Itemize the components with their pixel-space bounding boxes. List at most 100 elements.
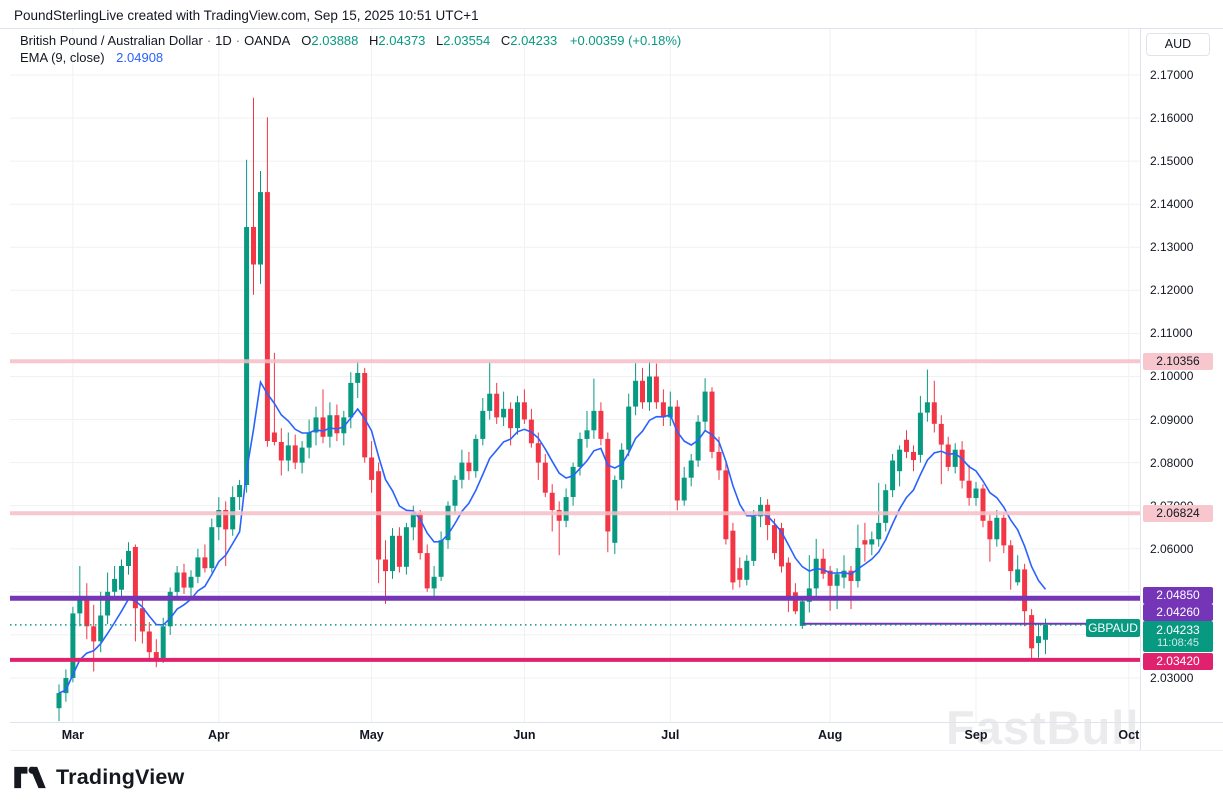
month-label-mar: Mar: [61, 728, 85, 742]
candle-body: [626, 406, 632, 450]
candle-body: [813, 558, 819, 589]
tradingview-logo-icon: [14, 766, 46, 789]
candle-body: [584, 430, 590, 439]
candle-body: [466, 462, 472, 472]
candle-body: [785, 562, 791, 597]
candle-body: [959, 449, 965, 481]
candle-body: [251, 227, 256, 265]
level-2-04850: 2.04850: [1143, 587, 1213, 604]
candle-body: [63, 678, 69, 694]
ema-value: 2.04908: [116, 50, 164, 65]
candle-body: [362, 373, 368, 458]
candle-body: [980, 488, 986, 521]
candle-body: [299, 447, 305, 463]
candle-body: [605, 438, 611, 532]
candle-body: [897, 449, 903, 472]
candle-body: [98, 615, 104, 642]
candle-body: [779, 528, 784, 567]
marker-price: 2.04850: [1156, 588, 1200, 602]
interval-label[interactable]: 1D: [215, 33, 232, 48]
candle-body: [855, 547, 861, 582]
chart-pane[interactable]: FastBull British Pound / Australian Doll…: [10, 28, 1141, 754]
tradingview-logo[interactable]: TradingView: [13, 764, 184, 791]
level-2-03420: 2.03420: [1143, 653, 1213, 670]
candle-body: [674, 406, 680, 501]
candle-body: [730, 530, 736, 583]
currency-button[interactable]: AUD: [1146, 33, 1210, 56]
candle-body: [264, 192, 270, 441]
price-tick-label: 2.08000: [1150, 455, 1194, 470]
candle-body: [132, 547, 138, 609]
candle-body: [549, 492, 555, 510]
candle-body: [188, 576, 194, 588]
candle-body: [744, 560, 750, 580]
time-axis[interactable]: Mar Apr May Jun Jul Aug Sep Oct: [10, 722, 1141, 750]
candle-body: [77, 600, 83, 614]
candle-body: [862, 540, 868, 545]
candle-body: [126, 550, 131, 566]
high-label: H: [369, 33, 379, 48]
candle-body: [688, 460, 694, 478]
candle-body: [758, 504, 764, 517]
price-tick-label: 2.06000: [1150, 541, 1194, 556]
legend-symbol-row[interactable]: British Pound / Australian Dollar · 1D · OAN…: [20, 32, 681, 49]
candle-body: [403, 527, 409, 567]
candle-body: [869, 539, 875, 545]
candle-body: [890, 460, 896, 491]
candle-body: [660, 402, 666, 418]
candle-body: [508, 408, 514, 429]
ema-label: EMA (9, close): [20, 50, 105, 65]
candle-body: [924, 402, 930, 413]
candle-body: [459, 462, 465, 480]
candle-body: [139, 608, 145, 632]
candle-body: [348, 382, 354, 418]
price-tick-label: 2.11000: [1150, 326, 1193, 341]
candle-body: [487, 393, 493, 411]
high-value: 2.04373: [378, 33, 426, 48]
legend-indicator-row[interactable]: EMA (9, close) 2.04908: [20, 49, 681, 66]
price-tick-label: 2.14000: [1150, 197, 1194, 212]
candle-body: [883, 490, 889, 523]
candle-body: [278, 442, 284, 461]
symbol-title[interactable]: British Pound / Australian Dollar: [20, 33, 203, 48]
candle-body: [577, 438, 583, 467]
price-axis[interactable]: AUD 2.030002.040002.050002.060002.070002…: [1141, 0, 1223, 760]
ema-line: [58, 379, 1047, 694]
candle-body: [556, 510, 562, 521]
candle-body: [105, 591, 111, 616]
candle-body: [952, 449, 958, 467]
marker-price: 2.10356: [1156, 354, 1200, 368]
legend-separator: ·: [206, 33, 212, 48]
candle-body: [431, 576, 437, 589]
candle-body: [1029, 615, 1035, 649]
candle-body: [841, 570, 847, 578]
close-value: 2.04233: [510, 33, 558, 48]
open-value: 2.03888: [311, 33, 359, 48]
candle-body: [417, 513, 423, 554]
candlestick-chart[interactable]: [10, 28, 1141, 722]
candle-body: [237, 485, 243, 498]
candle-body: [799, 601, 805, 626]
candle-body: [1022, 569, 1028, 612]
candle-body: [56, 693, 62, 709]
candle-body: [112, 578, 118, 592]
candle-body: [591, 410, 597, 431]
level-2-04260: 2.04260: [1143, 604, 1213, 621]
candle-body: [195, 557, 201, 577]
candle-body: [167, 591, 173, 627]
price-tick-label: 2.15000: [1150, 154, 1194, 169]
candle-body: [334, 415, 340, 434]
price-tick-label: 2.09000: [1150, 412, 1194, 427]
candle-body: [938, 423, 944, 445]
candle-body: [647, 376, 652, 403]
candle-body: [174, 572, 180, 592]
marker-price: 2.06824: [1156, 506, 1200, 520]
candle-body: [438, 540, 444, 577]
marker-price: 2.03420: [1156, 654, 1200, 668]
price-tick-label: 2.03000: [1150, 670, 1194, 685]
candle-body: [521, 402, 527, 420]
candle-body: [827, 570, 833, 586]
time-axis-border: [10, 722, 1223, 723]
candle-body: [209, 527, 215, 569]
